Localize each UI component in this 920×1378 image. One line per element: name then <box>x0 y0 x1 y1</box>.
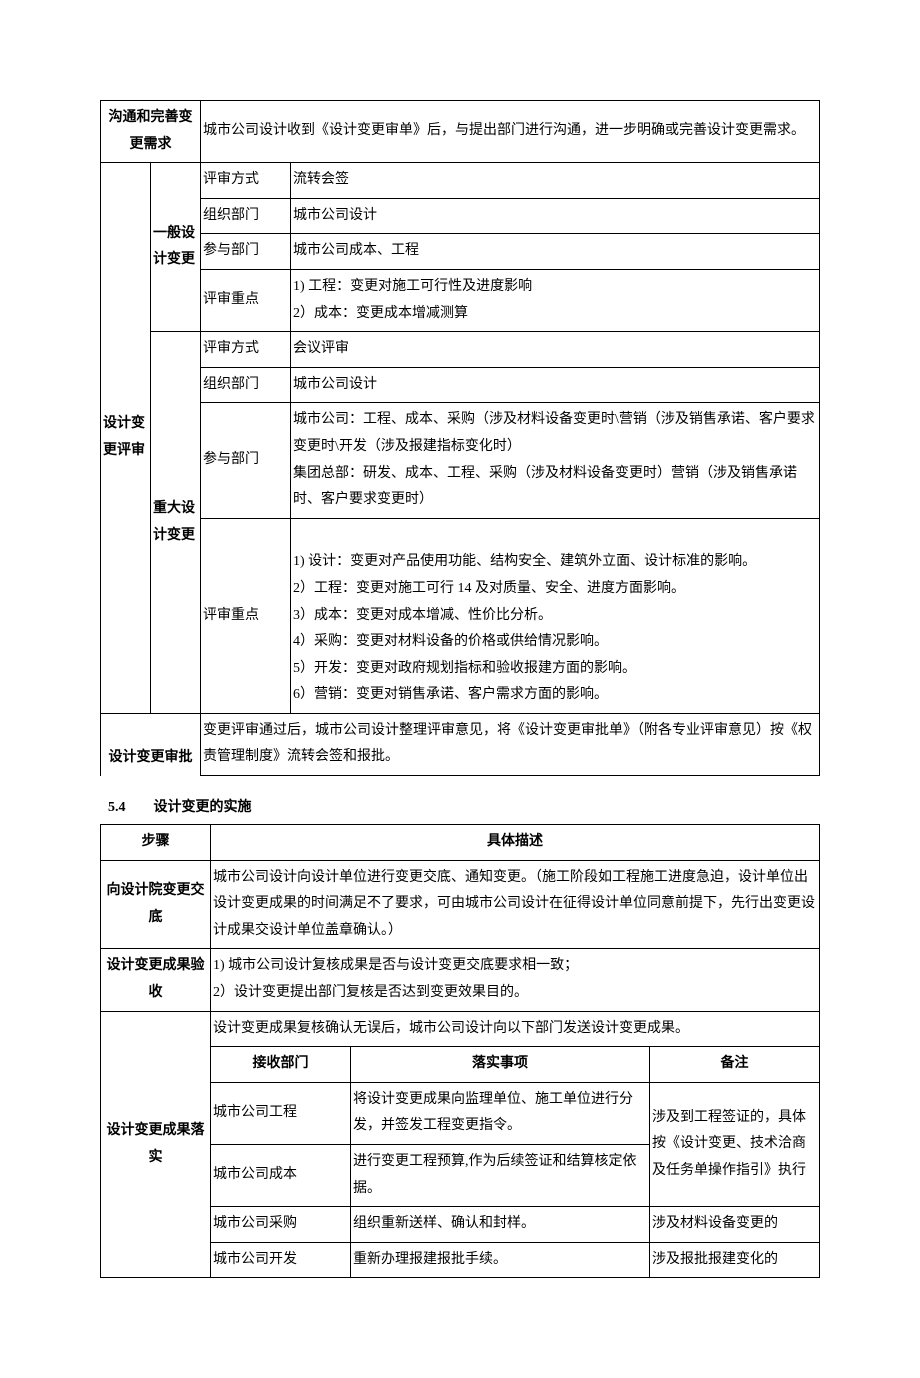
cell-item: 将设计变更成果向监理单位、施工单位进行分发，并签发工程变更指令。 <box>351 1082 650 1144</box>
table-design-change-review: 沟通和完善变更需求 城市公司设计收到《设计变更审单》后，与提出部门进行沟通，进一… <box>100 100 820 776</box>
cell-key: 评审方式 <box>201 332 291 368</box>
table-row: 设计变更成果验收 1) 城市公司设计复核成果是否与设计变更交底要求相一致； 2）… <box>101 949 820 1011</box>
cell-value: 1) 设计：变更对产品使用功能、结构安全、建筑外立面、设计标准的影响。 2）工程… <box>291 518 820 713</box>
cell-value: 城市公司成本、工程 <box>291 234 820 270</box>
cell-value: 1) 工程：变更对施工可行性及进度影响 2）成本：变更成本增减测算 <box>291 269 820 331</box>
table-row: 设计变更成果落实 设计变更成果复核确认无误后，城市公司设计向以下部门发送设计变更… <box>101 1011 820 1047</box>
cell-item: 进行变更工程预算,作为后续签证和结算核定依据。 <box>351 1145 650 1207</box>
header-desc: 具体描述 <box>211 825 820 861</box>
cell-remark: 涉及到工程签证的，具体按《设计变更、技术洽商及任务单操作指引》执行 <box>649 1082 819 1206</box>
cell-value: 城市公司设计 <box>291 198 820 234</box>
table-row: 步骤 具体描述 <box>101 825 820 861</box>
table-row: 参与部门 城市公司：工程、成本、采购（涉及材料设备变更时\营销（涉及销售承诺、客… <box>101 403 820 518</box>
cell-recv: 城市公司工程 <box>211 1082 351 1144</box>
cell-label: 设计变更成果落实 <box>101 1011 211 1278</box>
table-row: 沟通和完善变更需求 城市公司设计收到《设计变更审单》后，与提出部门进行沟通，进一… <box>101 101 820 163</box>
table-row: 评审重点 1) 设计：变更对产品使用功能、结构安全、建筑外立面、设计标准的影响。… <box>101 518 820 713</box>
cell-label: 设计变更成果验收 <box>101 949 211 1011</box>
cell-value: 流转会签 <box>291 163 820 199</box>
section-heading-5-4: 5.4 设计变更的实施 <box>108 796 820 816</box>
cell-label: 沟通和完善变更需求 <box>101 101 201 163</box>
sub-header-recv: 接收部门 <box>211 1047 351 1083</box>
table-design-change-implementation: 步骤 具体描述 向设计院变更交底 城市公司设计向设计单位进行变更交底、通知变更。… <box>100 824 820 1278</box>
cell-sub-label: 重大设计变更 <box>151 332 201 714</box>
table-row: 设计变更审批 变更评审通过后，城市公司设计整理评审意见，将《设计变更审批单》（附… <box>101 713 820 775</box>
cell-recv: 城市公司成本 <box>211 1145 351 1207</box>
cell-remark: 涉及材料设备变更的 <box>649 1207 819 1243</box>
table-row: 评审重点 1) 工程：变更对施工可行性及进度影响 2）成本：变更成本增减测算 <box>101 269 820 331</box>
cell-group-label: 设计变更评审 <box>101 163 151 714</box>
table-row: 设计变更评审 一般设计变更 评审方式 流转会签 <box>101 163 820 199</box>
cell-sub-label: 一般设计变更 <box>151 163 201 332</box>
sub-header-item: 落实事项 <box>351 1047 650 1083</box>
cell-recv: 城市公司开发 <box>211 1242 351 1278</box>
cell-label: 设计变更审批 <box>101 713 201 775</box>
table-row: 组织部门 城市公司设计 <box>101 367 820 403</box>
cell-key: 组织部门 <box>201 367 291 403</box>
table-row: 向设计院变更交底 城市公司设计向设计单位进行变更交底、通知变更。（施工阶段如工程… <box>101 860 820 949</box>
cell-key: 评审重点 <box>201 269 291 331</box>
cell-value: 城市公司设计收到《设计变更审单》后，与提出部门进行沟通，进一步明确或完善设计变更… <box>201 101 820 163</box>
cell-value: 城市公司设计向设计单位进行变更交底、通知变更。（施工阶段如工程施工进度急迫，设计… <box>211 860 820 949</box>
cell-value: 城市公司设计 <box>291 367 820 403</box>
cell-item: 重新办理报建报批手续。 <box>351 1242 650 1278</box>
sub-header-remark: 备注 <box>649 1047 819 1083</box>
header-step: 步骤 <box>101 825 211 861</box>
cell-value: 变更评审通过后，城市公司设计整理评审意见，将《设计变更审批单》（附各专业评审意见… <box>201 713 820 775</box>
cell-remark: 涉及报批报建变化的 <box>649 1242 819 1278</box>
cell-key: 参与部门 <box>201 403 291 518</box>
table-row: 组织部门 城市公司设计 <box>101 198 820 234</box>
cell-key: 评审重点 <box>201 518 291 713</box>
cell-value: 1) 城市公司设计复核成果是否与设计变更交底要求相一致； 2）设计变更提出部门复… <box>211 949 820 1011</box>
cell-value: 设计变更成果复核确认无误后，城市公司设计向以下部门发送设计变更成果。 <box>211 1011 820 1047</box>
cell-key: 组织部门 <box>201 198 291 234</box>
cell-key: 评审方式 <box>201 163 291 199</box>
cell-recv: 城市公司采购 <box>211 1207 351 1243</box>
table-row: 参与部门 城市公司成本、工程 <box>101 234 820 270</box>
cell-value: 城市公司：工程、成本、采购（涉及材料设备变更时\营销（涉及销售承诺、客户要求变更… <box>291 403 820 518</box>
cell-key: 参与部门 <box>201 234 291 270</box>
cell-value: 会议评审 <box>291 332 820 368</box>
table-row: 重大设计变更 评审方式 会议评审 <box>101 332 820 368</box>
document-page: 沟通和完善变更需求 城市公司设计收到《设计变更审单》后，与提出部门进行沟通，进一… <box>0 0 920 1378</box>
cell-item: 组织重新送样、确认和封样。 <box>351 1207 650 1243</box>
cell-label: 向设计院变更交底 <box>101 860 211 949</box>
